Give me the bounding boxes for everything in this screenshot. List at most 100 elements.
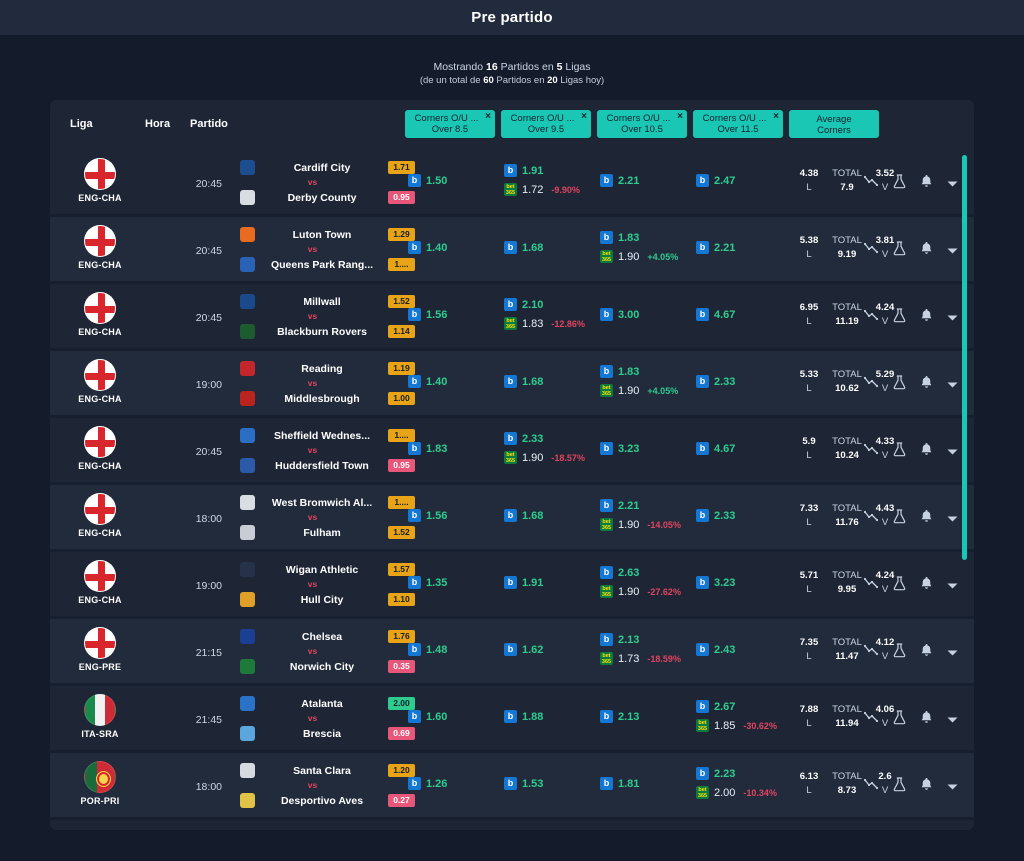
flask-icon[interactable] [893,643,906,663]
odds-cell-2[interactable]: b 1.91 bet 365 1.72 -9.90% [498,150,594,217]
close-icon[interactable]: × [773,111,779,122]
match-teams[interactable]: Santa Clara vs Desportivo Aves 1.20 0.27 [240,762,415,809]
odds-primary[interactable]: b 1.26 [408,777,447,790]
bell-icon[interactable] [920,308,933,328]
trend-chart-icon[interactable] [863,376,879,394]
chevron-down-icon[interactable] [947,711,958,729]
odds-cell-1[interactable]: b 1.40 [402,351,498,418]
flask-icon[interactable] [893,576,906,596]
odds-cell-4[interactable]: b 4.67 [690,418,786,485]
odds-cell-2[interactable]: b 2.10 bet 365 1.83 -12.86% [498,284,594,351]
chevron-down-icon[interactable] [947,175,958,193]
market-chip-4[interactable]: Corners O/U ... Over 11.5 × [693,110,783,138]
bell-icon[interactable] [920,509,933,529]
chevron-down-icon[interactable] [947,644,958,662]
odds-primary[interactable]: b 2.33 [504,432,543,445]
league-cell[interactable]: ITA-SRA [70,694,130,739]
odds-cell-1[interactable]: b 1.35 [402,552,498,619]
bell-icon[interactable] [920,375,933,395]
odds-cell-2[interactable]: b 1.53 [498,753,594,820]
league-cell[interactable]: ENG-CHA [70,426,130,471]
odds-cell-4[interactable]: b 2.33 [690,351,786,418]
odds-cell-3[interactable]: b 3.00 [594,284,690,351]
flask-icon[interactable] [893,375,906,395]
league-cell[interactable]: ENG-CHA [70,158,130,203]
trend-chart-icon[interactable] [863,510,879,528]
close-icon[interactable]: × [677,111,683,122]
odds-secondary[interactable]: bet 365 1.72 -9.90% [504,183,580,196]
odds-cell-3[interactable]: b 2.63 bet 365 1.90 -27.62% [594,552,690,619]
odds-cell-3[interactable]: b 2.21 [594,150,690,217]
odds-primary[interactable]: b 3.23 [696,576,735,589]
odds-primary[interactable]: b 2.23 [696,767,735,780]
market-chip-3[interactable]: Corners O/U ... Over 10.5 × [597,110,687,138]
odds-cell-2[interactable]: b 1.62 [498,619,594,686]
trend-chart-icon[interactable] [863,242,879,260]
odds-cell-3[interactable]: b 1.81 [594,753,690,820]
odds-cell-4[interactable]: b 2.33 [690,485,786,552]
odds-cell-2[interactable]: b 1.68 [498,217,594,284]
flask-icon[interactable] [893,442,906,462]
league-cell[interactable]: ENG-PRE [70,627,130,672]
league-cell[interactable]: ENG-CHA [70,225,130,270]
odds-cell-4[interactable]: b 2.23 bet 365 2.00 -10.34% [690,753,786,820]
odds-primary[interactable]: b 1.83 [408,442,447,455]
odds-primary[interactable]: b 1.91 [504,164,543,177]
odds-cell-4[interactable]: b 2.21 [690,217,786,284]
odds-cell-2[interactable]: b 1.68 [498,351,594,418]
bell-icon[interactable] [920,643,933,663]
odds-primary[interactable]: b 2.21 [600,499,639,512]
odds-cell-4[interactable]: b 3.23 [690,552,786,619]
chevron-down-icon[interactable] [947,510,958,528]
trend-chart-icon[interactable] [863,309,879,327]
odds-cell-4[interactable]: b 2.67 bet 365 1.85 -30.62% [690,686,786,753]
league-cell[interactable]: POR-PRI [70,761,130,806]
flask-icon[interactable] [893,710,906,730]
bell-icon[interactable] [920,710,933,730]
odds-cell-2[interactable]: b 1.88 [498,686,594,753]
odds-primary[interactable]: b 2.13 [600,633,639,646]
flask-icon[interactable] [893,509,906,529]
odds-secondary[interactable]: bet 365 1.90 -14.05% [600,518,681,531]
table-row[interactable]: ENG-CHA 20:45 Luton Town vs Queens Park Rang… [50,217,974,284]
odds-primary[interactable]: b 1.60 [408,710,447,723]
odds-primary[interactable]: b 1.56 [408,509,447,522]
odds-primary[interactable]: b 3.00 [600,308,639,321]
odds-cell-3[interactable]: b 2.13 bet 365 1.73 -18.59% [594,619,690,686]
odds-primary[interactable]: b 1.40 [408,241,447,254]
odds-secondary[interactable]: bet 365 1.83 -12.86% [504,317,585,330]
odds-secondary[interactable]: bet 365 1.85 -30.62% [696,719,777,732]
odds-primary[interactable]: b 2.43 [696,643,735,656]
match-teams[interactable]: Chelsea vs Norwich City 1.76 0.35 [240,628,415,675]
table-row[interactable]: ENG-CHA 20:45 Sheffield Wednes... vs Hudders… [50,418,974,485]
trend-chart-icon[interactable] [863,443,879,461]
market-chip-1[interactable]: Corners O/U ... Over 8.5 × [405,110,495,138]
odds-primary[interactable]: b 1.88 [504,710,543,723]
odds-primary[interactable]: b 2.21 [696,241,735,254]
odds-cell-1[interactable]: b 1.56 [402,284,498,351]
odds-cell-3[interactable]: b 1.83 bet 365 1.90 +4.05% [594,351,690,418]
flask-icon[interactable] [893,241,906,261]
odds-cell-4[interactable]: b 2.47 [690,150,786,217]
close-icon[interactable]: × [581,111,587,122]
odds-cell-1[interactable]: b 1.83 [402,418,498,485]
odds-primary[interactable]: b 4.67 [696,442,735,455]
odds-cell-2[interactable]: b 2.33 bet 365 1.90 -18.57% [498,418,594,485]
odds-primary[interactable]: b 1.35 [408,576,447,589]
odds-cell-1[interactable]: b 1.26 [402,753,498,820]
match-teams[interactable]: Millwall vs Blackburn Rovers 1.52 1.14 [240,293,415,340]
table-row[interactable]: ENG-PRE 21:15 Chelsea vs Norwich City 1.76 0.3… [50,619,974,686]
odds-primary[interactable]: b 2.33 [696,375,735,388]
odds-primary[interactable]: b 1.91 [504,576,543,589]
odds-primary[interactable]: b 2.21 [600,174,639,187]
odds-primary[interactable]: b 4.67 [696,308,735,321]
flask-icon[interactable] [893,308,906,328]
odds-cell-1[interactable]: b 1.60 [402,686,498,753]
trend-chart-icon[interactable] [863,778,879,796]
odds-primary[interactable]: b 1.48 [408,643,447,656]
odds-primary[interactable]: b 2.13 [600,710,639,723]
bell-icon[interactable] [920,241,933,261]
bell-icon[interactable] [920,576,933,596]
table-row[interactable]: ENG-CHA 19:00 Reading vs Middlesbrough 1.19 1.… [50,351,974,418]
odds-secondary[interactable]: bet 365 1.73 -18.59% [600,652,681,665]
